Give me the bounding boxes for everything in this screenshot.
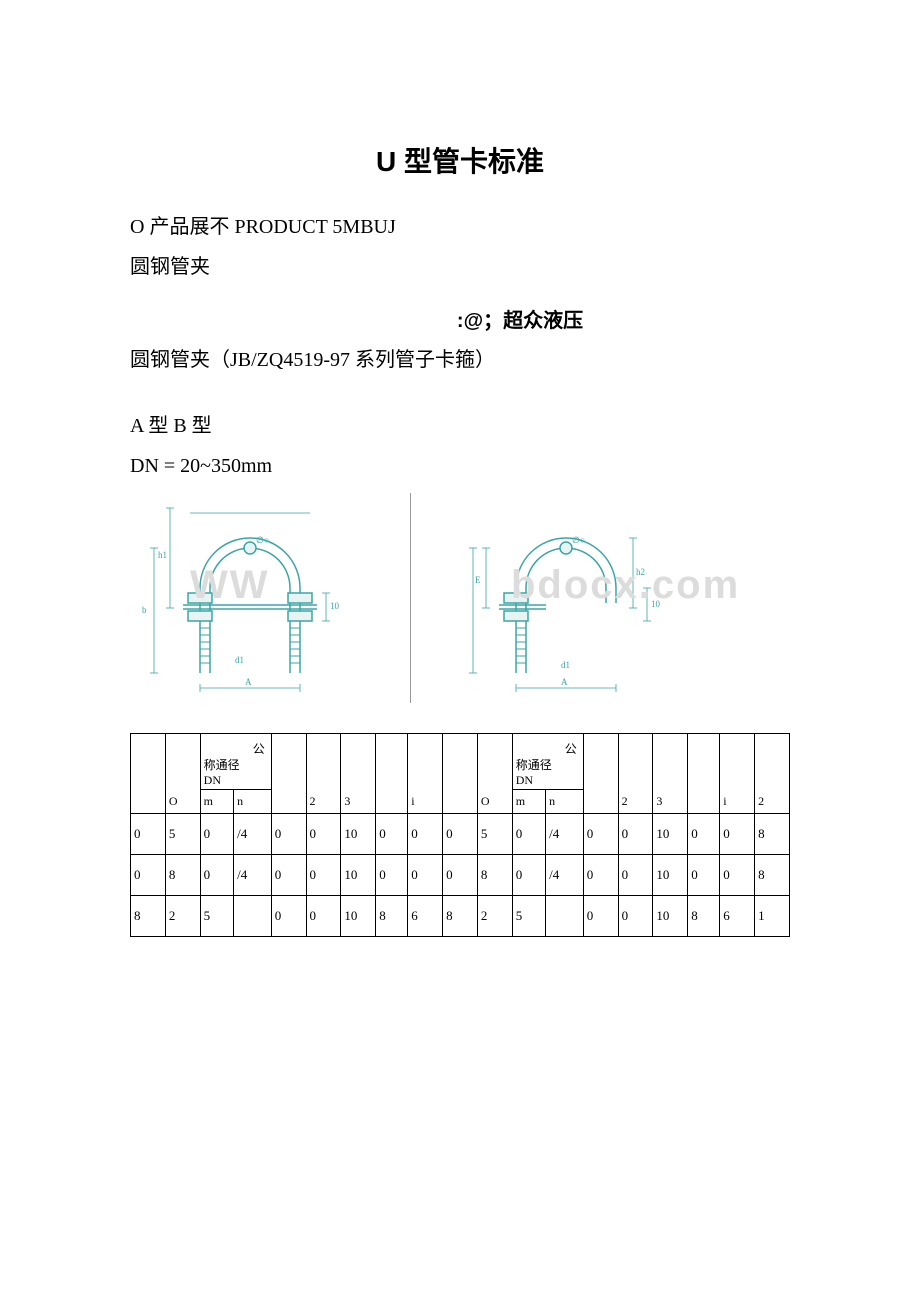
svg-text:10: 10 <box>330 601 340 611</box>
table-row: 050 /400 1000 050 /400 1000 8 <box>131 814 790 855</box>
svg-text:h2: h2 <box>636 567 645 577</box>
subtitle: :@；超众液压 <box>130 304 790 333</box>
hdr-dn-1: DN <box>204 773 268 789</box>
hdr-c6: 3 <box>341 734 376 814</box>
diagram-divider <box>410 493 411 703</box>
page-title: U 型管卡标准 <box>130 140 790 180</box>
hdr-mid-1: 称通径 <box>204 758 268 774</box>
svg-text:E: E <box>475 575 481 585</box>
hdr-c14: 3 <box>653 734 688 814</box>
svg-text:d1: d1 <box>235 655 244 665</box>
hdr-n-2: n <box>546 789 584 814</box>
hdr-top-1: 公 <box>204 738 268 758</box>
u-bolt-b-svg: E d1 A h2 10 ∅○ <box>451 493 671 693</box>
hdr-n-1: n <box>234 789 272 814</box>
table-row: 825 00 1086 825 00 1086 1 <box>131 896 790 937</box>
spec-table: O 公 称通径 DN 2 3 i O 公 称通径 DN 2 3 i 2 m n … <box>130 733 790 937</box>
text-line-3: 圆钢管夹（JB/ZQ4519-97 系列管子卡箍） <box>130 343 790 377</box>
hdr-c17: 2 <box>755 734 790 814</box>
svg-text:b: b <box>142 605 147 615</box>
svg-text:d1: d1 <box>561 660 570 670</box>
hdr-c2: O <box>165 734 200 814</box>
table-header-row: O 公 称通径 DN 2 3 i O 公 称通径 DN 2 3 i 2 <box>131 734 790 790</box>
svg-text:10: 10 <box>651 599 661 609</box>
hdr-c16: i <box>720 734 755 814</box>
hdr-c10: O <box>477 734 512 814</box>
u-bolt-a-svg: h1 b d1 A 10 ∅○ <box>130 493 370 693</box>
diagram-a: h1 b d1 A 10 ∅○ WW <box>130 493 370 698</box>
hdr-dn-2: DN <box>516 773 580 789</box>
text-line-4: A 型 B 型 <box>130 409 790 443</box>
svg-text:h1: h1 <box>158 550 167 560</box>
table-row: 080 /400 1000 080 /400 1000 8 <box>131 855 790 896</box>
hdr-c13: 2 <box>618 734 653 814</box>
hdr-mid-2: 称通径 <box>516 758 580 774</box>
svg-text:∅○: ∅○ <box>572 535 585 545</box>
hdr-top-2: 公 <box>516 738 580 758</box>
svg-text:A: A <box>245 677 252 687</box>
hdr-m-2: m <box>512 789 545 814</box>
diagram-b: E d1 A h2 10 ∅○ bdocx.com <box>451 493 671 698</box>
svg-text:A: A <box>561 677 568 687</box>
text-line-2: 圆钢管夹 <box>130 250 790 284</box>
text-line-5: DN = 20~350mm <box>130 449 790 483</box>
hdr-c5: 2 <box>306 734 341 814</box>
text-line-1: O 产品展不 PRODUCT 5MBUJ <box>130 210 790 244</box>
hdr-c8: i <box>408 734 443 814</box>
svg-text:∅○: ∅○ <box>256 535 269 545</box>
diagram-row: h1 b d1 A 10 ∅○ WW <box>130 493 790 703</box>
hdr-m-1: m <box>200 789 233 814</box>
